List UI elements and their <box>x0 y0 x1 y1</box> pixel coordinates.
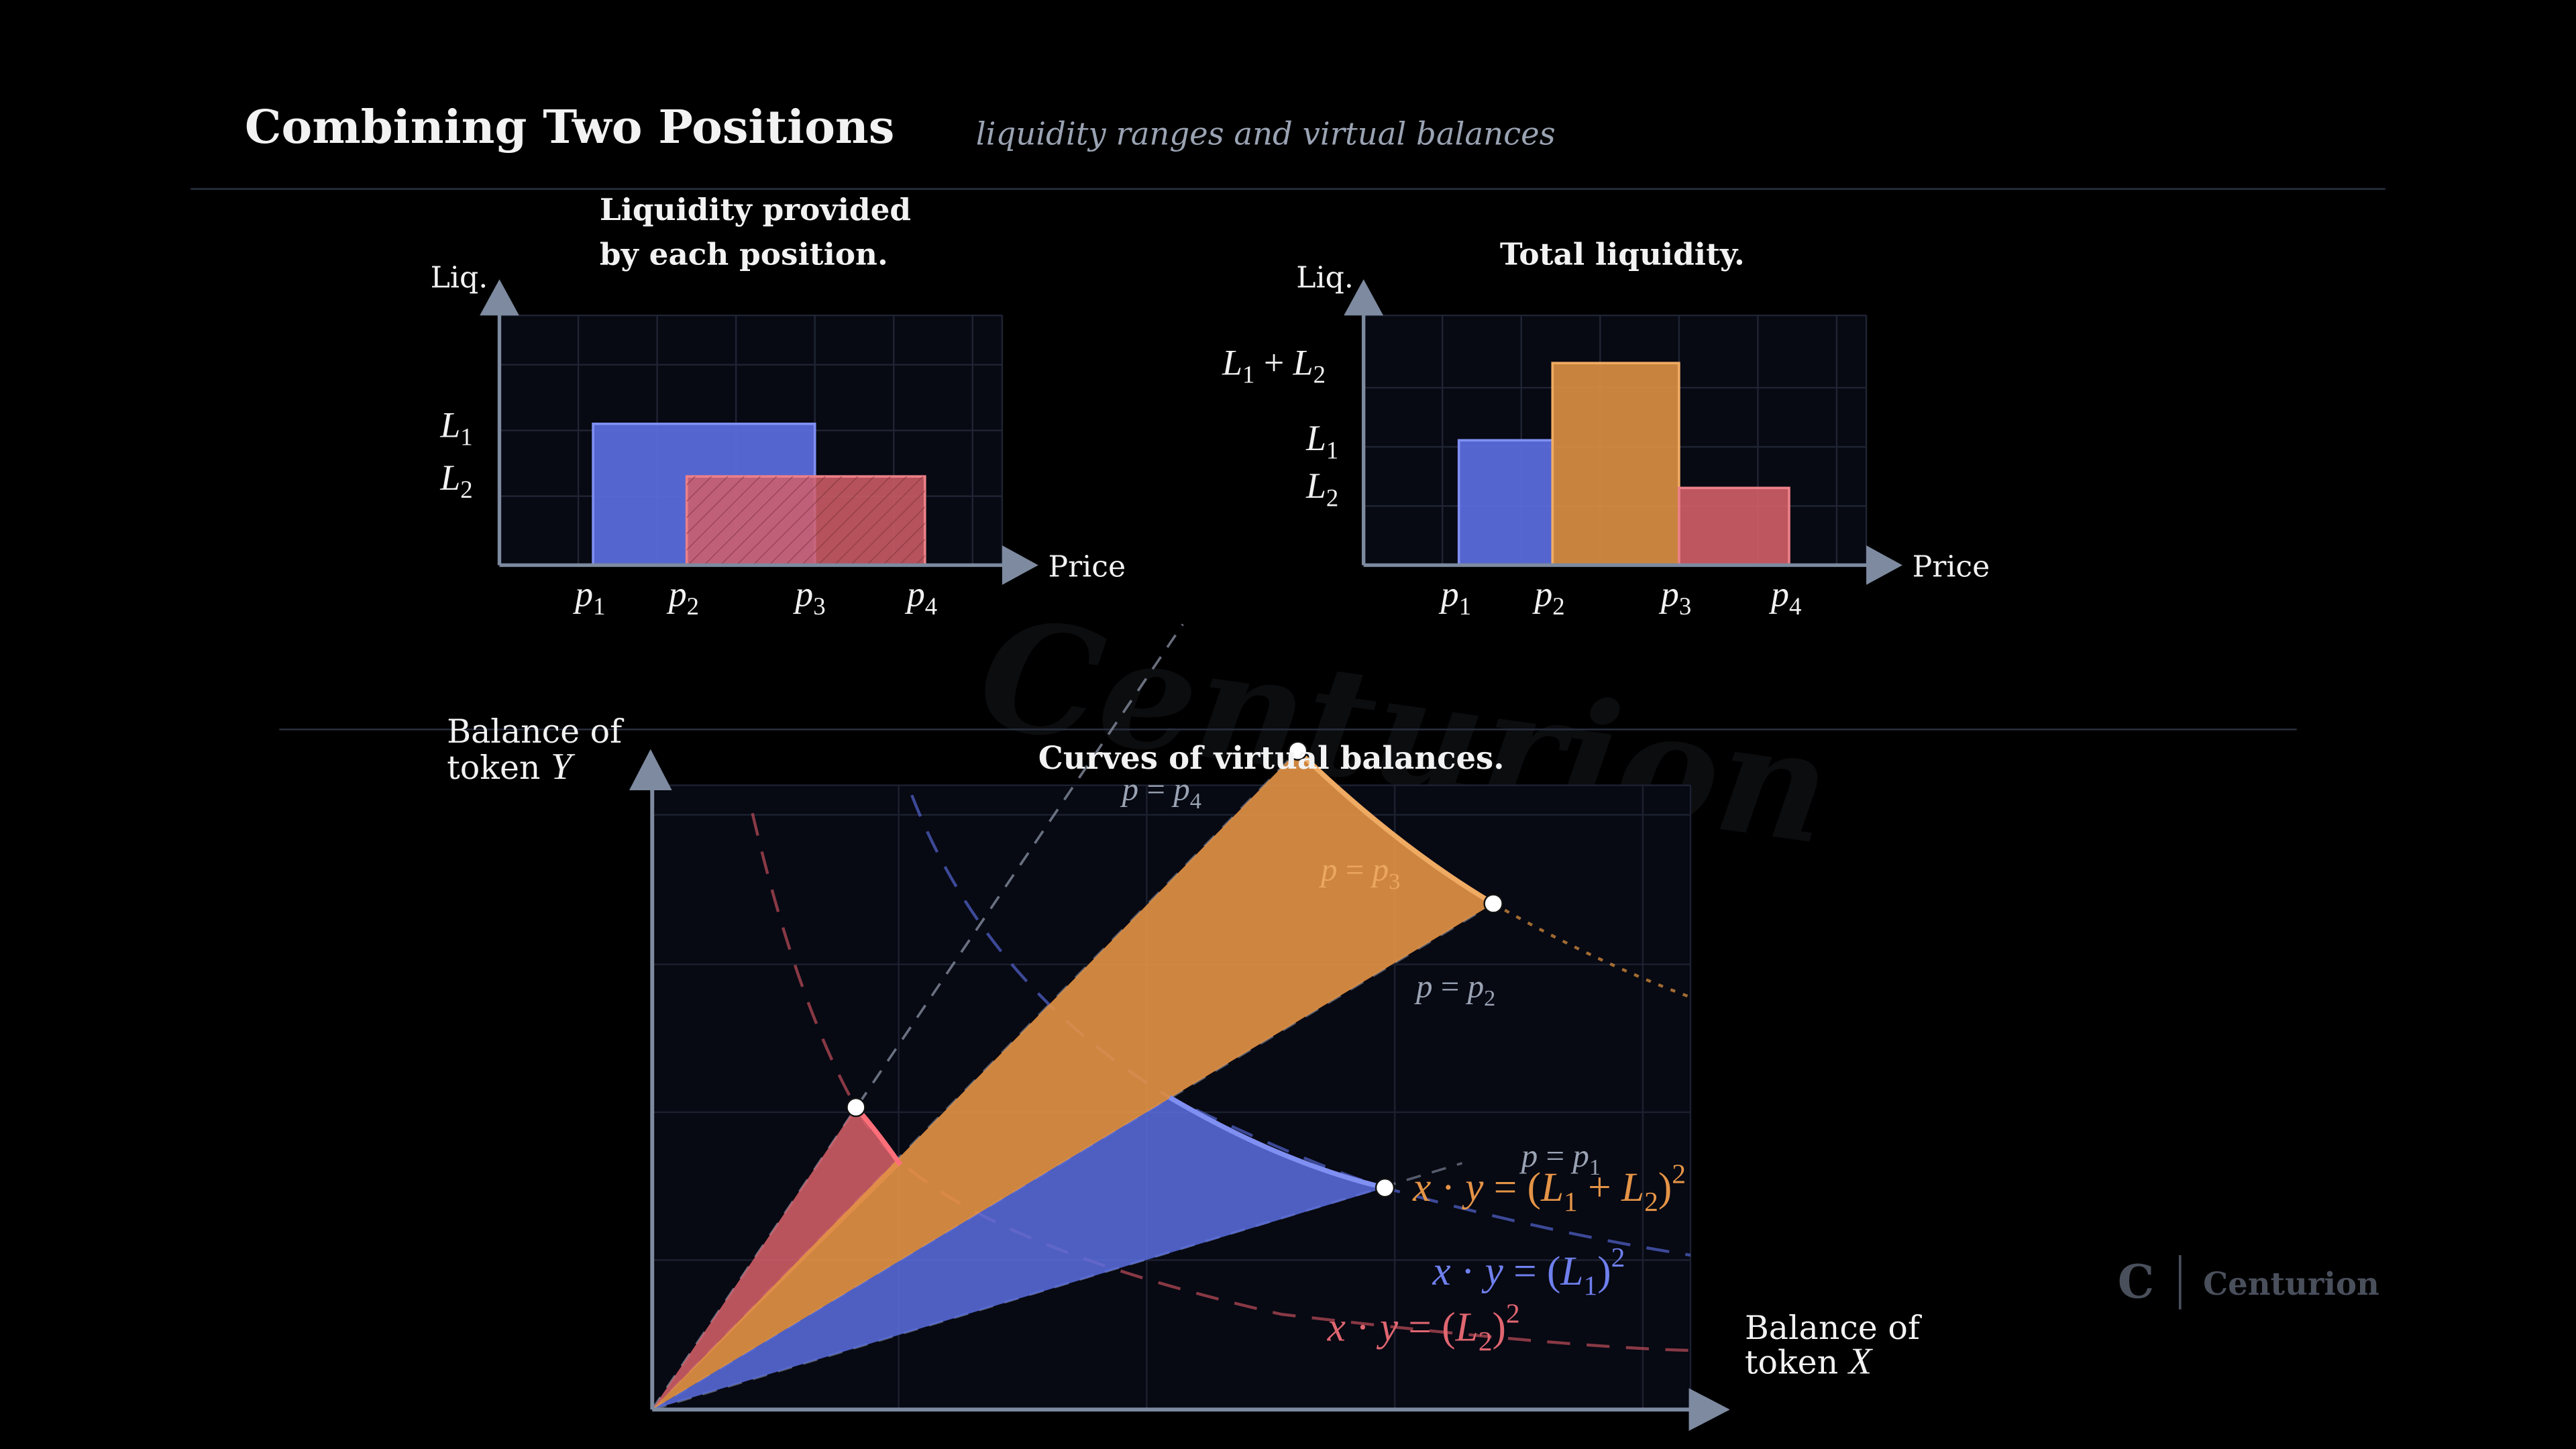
wedge-combined <box>652 751 1494 1410</box>
curve-blue-dashed <box>910 794 1691 1257</box>
chart-bottom-y-axis-label-line1: Balance of <box>447 712 625 751</box>
chart-bottom-x-axis-label-line1: Balance of <box>1745 1309 1923 1347</box>
chart-right-x-tick-p2: p2 <box>1532 574 1564 620</box>
label-p-equals-p2: p = p2 <box>1414 968 1495 1011</box>
curve-blue-solid <box>1168 1095 1386 1191</box>
label-p-equals-p4: p = p4 <box>1120 771 1201 814</box>
total-bar-p1-p2 <box>1457 439 1554 567</box>
chart-right: Total liquidity. Liq. Price L1 + L2 L1 L… <box>1222 235 1990 620</box>
chart-right-x-tick-p1: p1 <box>1438 574 1471 620</box>
chart-left: Liquidity provided by each position. Liq… <box>431 191 1126 620</box>
chart-bottom-title: Curves of virtual balances. <box>1038 739 1505 776</box>
chart-left-x-axis-label: Price <box>1048 550 1126 584</box>
chart-right-y-tick-L2: L2 <box>1305 466 1338 511</box>
chart-left-x-tick-p1: p1 <box>572 574 605 620</box>
chart-bottom-y-axis-label-line2: token Y <box>447 746 576 788</box>
chart-left-y-tick-L1: L1 <box>439 405 472 450</box>
chart-left-x-tick-p2: p2 <box>666 574 699 620</box>
chart-right-y-tick-L1-plus-L2: L1 + L2 <box>1222 342 1326 388</box>
curve-orange-dotted <box>1493 902 1691 999</box>
chart-right-title: Total liquidity. <box>1500 235 1745 272</box>
position-2-hatch <box>686 476 925 566</box>
chart-left-title-line2: by each position. <box>600 235 888 272</box>
chart-bottom-axes <box>629 749 1730 1432</box>
label-p-equals-p3: p = p3 <box>1319 851 1400 894</box>
page-title: Combining Two Positions <box>245 101 894 154</box>
point-blue-lower <box>1375 1177 1395 1198</box>
curve-orange-solid <box>1296 749 1495 906</box>
chart-left-x-tick-p3: p3 <box>792 574 825 620</box>
point-red-upper <box>846 1097 866 1118</box>
chart-left-title-line1: Liquidity provided <box>600 191 911 227</box>
point-orange-lower <box>1483 894 1503 914</box>
chart-right-x-tick-p4: p4 <box>1768 574 1801 620</box>
brand-name: Centurion <box>2203 1265 2379 1302</box>
chart-bottom: Curves of virtual balances. Balance of t… <box>447 623 1923 1432</box>
chart-right-y-axis-label: Liq. <box>1296 261 1354 295</box>
point-orange-upper <box>1288 741 1308 761</box>
total-bar-p3-p4 <box>1678 486 1790 567</box>
chart-right-x-axis-label: Price <box>1913 550 1990 584</box>
chart-left-axes <box>480 279 1038 585</box>
total-bar-p2-p3 <box>1551 362 1680 567</box>
chart-right-axes <box>1344 279 1902 585</box>
label-p-equals-p1: p = p1 <box>1519 1137 1601 1180</box>
page-subtitle: liquidity ranges and virtual balances <box>976 116 1556 152</box>
wedge-position-2 <box>652 1107 901 1410</box>
chart-bottom-x-axis-label-line2: token X <box>1745 1340 1874 1382</box>
chart-left-y-axis-label: Liq. <box>431 261 488 295</box>
chart-left-y-tick-L2: L2 <box>439 458 472 503</box>
chart-left-x-tick-p4: p4 <box>904 574 937 620</box>
brand-logo-letter: C <box>2118 1256 2155 1309</box>
chart-right-y-tick-L1: L1 <box>1305 418 1338 464</box>
wedge-position-1 <box>652 1097 1385 1410</box>
label-position-2-curve: x · y = (L2)2 <box>1327 1298 1520 1357</box>
chart-right-x-tick-p3: p3 <box>1658 574 1691 620</box>
label-combined-curve: x · y = (L1 + L2)2 <box>1412 1159 1686 1218</box>
brand-logo: C Centurion <box>2118 1255 2379 1309</box>
